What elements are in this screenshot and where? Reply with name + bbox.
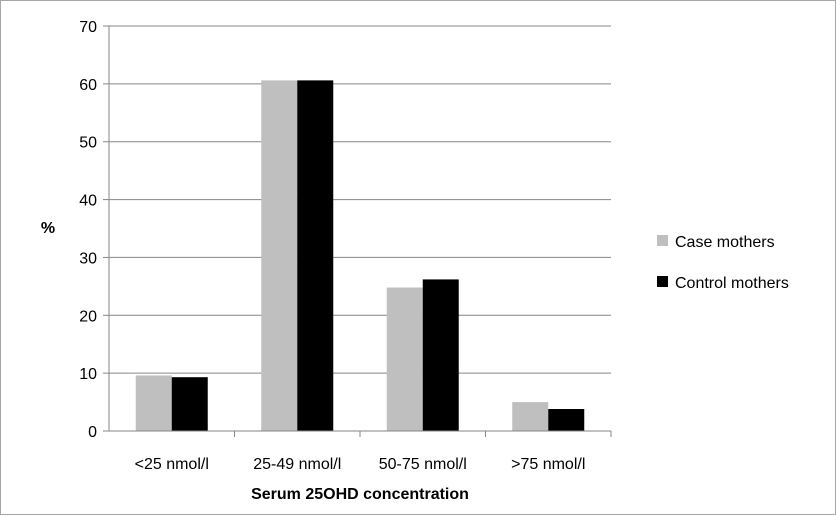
bar-control-mothers	[297, 80, 334, 431]
gridlines	[103, 25, 612, 437]
legend-label-case-mothers: Case mothers	[675, 234, 775, 251]
y-tick-labels: 0 10 20 30 40 50 60 70	[79, 19, 97, 441]
legend-swatch-control-mothers	[657, 276, 668, 287]
bars	[135, 80, 585, 431]
bar-control-mothers	[548, 409, 585, 431]
bar-control-mothers	[171, 377, 208, 431]
bar-case-mothers	[386, 287, 423, 431]
y-tick-label: 10	[79, 366, 97, 383]
x-tick-label: <25 nmol/l	[135, 456, 209, 473]
x-tick-label: >75 nmol/l	[511, 456, 585, 473]
x-axis-title: Serum 25OHD concentration	[251, 486, 469, 503]
legend-swatch-case-mothers	[657, 235, 668, 246]
x-tick-labels: <25 nmol/l 25-49 nmol/l 50-75 nmol/l >75 nm…	[135, 456, 586, 473]
bar-case-mothers	[261, 80, 298, 431]
y-tick-label: 30	[79, 250, 97, 267]
legend-label-control-mothers: Control mothers	[675, 275, 789, 292]
y-tick-label: 0	[88, 424, 97, 441]
y-axis-title: %	[41, 220, 55, 237]
y-tick-label: 40	[79, 193, 97, 210]
bar-case-mothers	[135, 375, 172, 431]
bar-case-mothers	[512, 402, 549, 431]
axes	[108, 26, 611, 432]
x-tick-label: 25-49 nmol/l	[253, 456, 341, 473]
legend: Case mothers Control mothers	[657, 234, 789, 292]
y-tick-label: 20	[79, 308, 97, 325]
x-tick-label: 50-75 nmol/l	[379, 456, 467, 473]
bar-control-mothers	[422, 279, 459, 431]
y-tick-label: 70	[79, 19, 97, 36]
y-tick-label: 50	[79, 135, 97, 152]
y-tick-label: 60	[79, 77, 97, 94]
